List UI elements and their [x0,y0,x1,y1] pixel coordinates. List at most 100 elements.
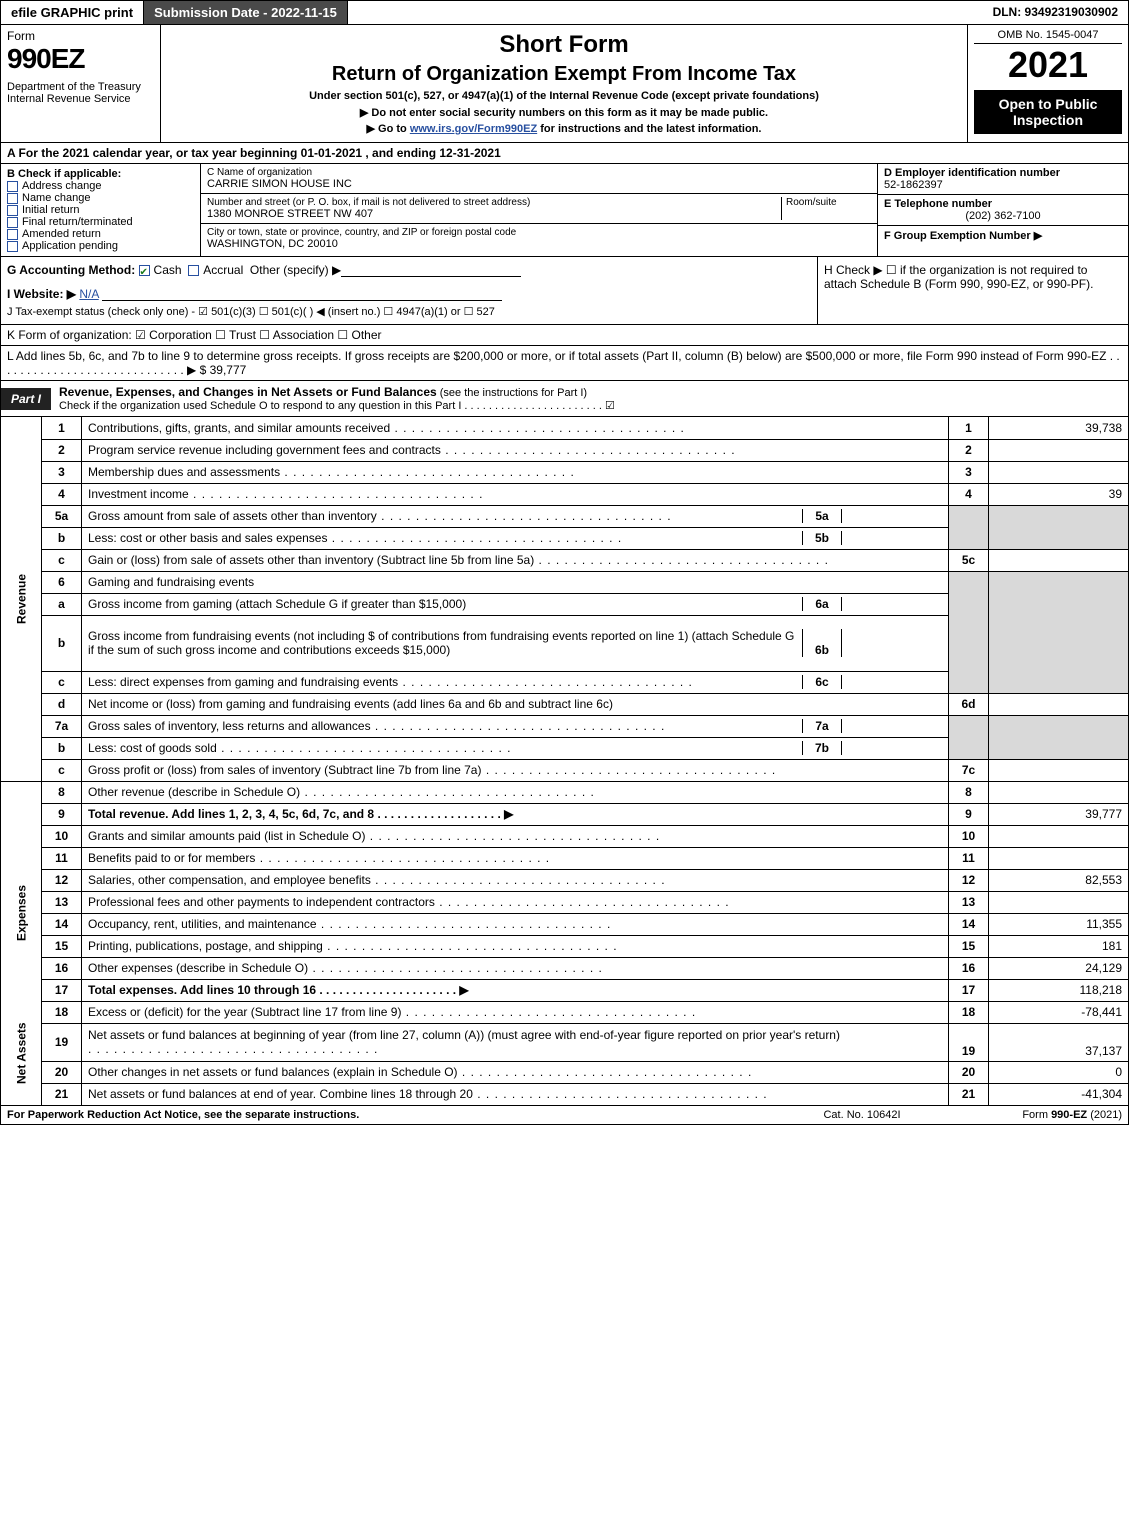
directive-2-pre: ▶ Go to [367,123,410,135]
b-opt-2: Initial return [7,204,194,216]
side-expenses: Expenses [1,825,42,1001]
c-street-value: 1380 MONROE STREET NW 407 [207,208,781,220]
c-name-label: C Name of organization [207,167,871,178]
return-title: Return of Organization Exempt From Incom… [167,63,961,86]
r8-amt [989,781,1129,803]
row-11: 11Benefits paid to or for members11 [1,847,1129,869]
side-rev-cont [1,781,42,825]
r10-amt [989,825,1129,847]
r16-d: Other expenses (describe in Schedule O) [82,957,949,979]
row-18: Net Assets 18Excess or (deficit) for the… [1,1001,1129,1023]
c-name-value: CARRIE SIMON HOUSE INC [207,178,871,190]
r6-n: 6 [42,571,82,593]
r5a-d: Gross amount from sale of assets other t… [82,505,949,527]
r6-rn-grey [949,571,989,693]
r2-d: Program service revenue including govern… [82,439,949,461]
row-17: 17Total expenses. Add lines 10 through 1… [1,979,1129,1001]
r13-n: 13 [42,891,82,913]
r3-d: Membership dues and assessments [82,461,949,483]
b-opt-3: Final return/terminated [7,216,194,228]
r19-rn: 19 [949,1023,989,1061]
b-opt-4-label: Amended return [22,228,101,240]
r12-amt: 82,553 [989,869,1129,891]
g-other-fill [341,265,521,277]
b-opt-2-label: Initial return [22,204,79,216]
part-i-title: Revenue, Expenses, and Changes in Net As… [51,381,1128,416]
r20-d: Other changes in net assets or fund bala… [82,1061,949,1083]
r20-amt: 0 [989,1061,1129,1083]
chk-amended-return[interactable] [7,229,18,240]
side-netassets: Net Assets [1,1001,42,1105]
row-2: 2 Program service revenue including gove… [1,439,1129,461]
line-a-text: A For the 2021 calendar year, or tax yea… [7,146,501,160]
r7ab-amt-grey [989,715,1129,759]
r5c-rn: 5c [949,549,989,571]
r7b-subamt [842,741,942,755]
row-16: 16Other expenses (describe in Schedule O… [1,957,1129,979]
r3-amt [989,461,1129,483]
r17-amt: 118,218 [989,979,1129,1001]
r18-amt: -78,441 [989,1001,1129,1023]
irs-link[interactable]: www.irs.gov/Form990EZ [410,123,537,135]
chk-initial-return[interactable] [7,205,18,216]
r2-rn: 2 [949,439,989,461]
row-5a: 5a Gross amount from sale of assets othe… [1,505,1129,527]
g-label: G Accounting Method: [7,263,135,277]
row-13: 13Professional fees and other payments t… [1,891,1129,913]
r7b-d: Less: cost of goods sold7b [82,737,949,759]
chk-cash[interactable] [139,265,150,276]
r21-rn: 21 [949,1083,989,1105]
short-form-title: Short Form [167,31,961,59]
r6-d: Gaming and fundraising events [82,571,949,593]
c-city: City or town, state or province, country… [201,224,877,253]
e-phone: E Telephone number (202) 362-7100 [878,195,1128,226]
row-20: 20Other changes in net assets or fund ba… [1,1061,1129,1083]
chk-final-return[interactable] [7,217,18,228]
row-gh: G Accounting Method: Cash Accrual Other … [0,257,1129,325]
footer-right-bold: 990-EZ [1051,1109,1087,1121]
r7a-sub: 7a [802,719,842,733]
r14-n: 14 [42,913,82,935]
omb-number: OMB No. 1545-0047 [974,29,1122,44]
r5b-subamt [842,531,942,545]
r18-n: 18 [42,1001,82,1023]
r4-amt: 39 [989,483,1129,505]
chk-application-pending[interactable] [7,241,18,252]
chk-name-change[interactable] [7,193,18,204]
c-city-label: City or town, state or province, country… [207,227,871,238]
efile-print-button[interactable]: efile GRAPHIC print [1,1,144,24]
r4-rn: 4 [949,483,989,505]
r6a-sub: 6a [802,597,842,611]
col-def: D Employer identification number 52-1862… [878,164,1128,256]
r6b-sub: 6b [802,629,842,657]
dln-label: DLN: 93492319030902 [983,1,1128,24]
r9-rn: 9 [949,803,989,825]
submission-date-button[interactable]: Submission Date - 2022-11-15 [144,1,348,24]
row-15: 15Printing, publications, postage, and s… [1,935,1129,957]
g-other: Other (specify) ▶ [250,263,341,277]
subtitle: Under section 501(c), 527, or 4947(a)(1)… [167,90,961,102]
r21-amt: -41,304 [989,1083,1129,1105]
directive-1: ▶ Do not enter social security numbers o… [167,106,961,119]
chk-accrual[interactable] [188,265,199,276]
form-number: 990EZ [7,43,154,75]
r8-d: Other revenue (describe in Schedule O) [82,781,949,803]
r6a-d: Gross income from gaming (attach Schedul… [82,593,949,615]
row-8: 8 Other revenue (describe in Schedule O)… [1,781,1129,803]
r11-amt [989,847,1129,869]
row-21: 21Net assets or fund balances at end of … [1,1083,1129,1105]
r21-n: 21 [42,1083,82,1105]
website-value[interactable]: N/A [79,287,98,301]
r6d-rn: 6d [949,693,989,715]
row-10: Expenses 10 Grants and similar amounts p… [1,825,1129,847]
side-revenue: Revenue [1,417,42,781]
r7a-n: 7a [42,715,82,737]
r17-n: 17 [42,979,82,1001]
topbar: efile GRAPHIC print Submission Date - 20… [0,0,1129,25]
tax-year: 2021 [974,44,1122,86]
r7c-d: Gross profit or (loss) from sales of inv… [82,759,949,781]
chk-address-change[interactable] [7,181,18,192]
r6d-amt [989,693,1129,715]
c-street: Number and street (or P. O. box, if mail… [201,194,877,224]
r12-n: 12 [42,869,82,891]
